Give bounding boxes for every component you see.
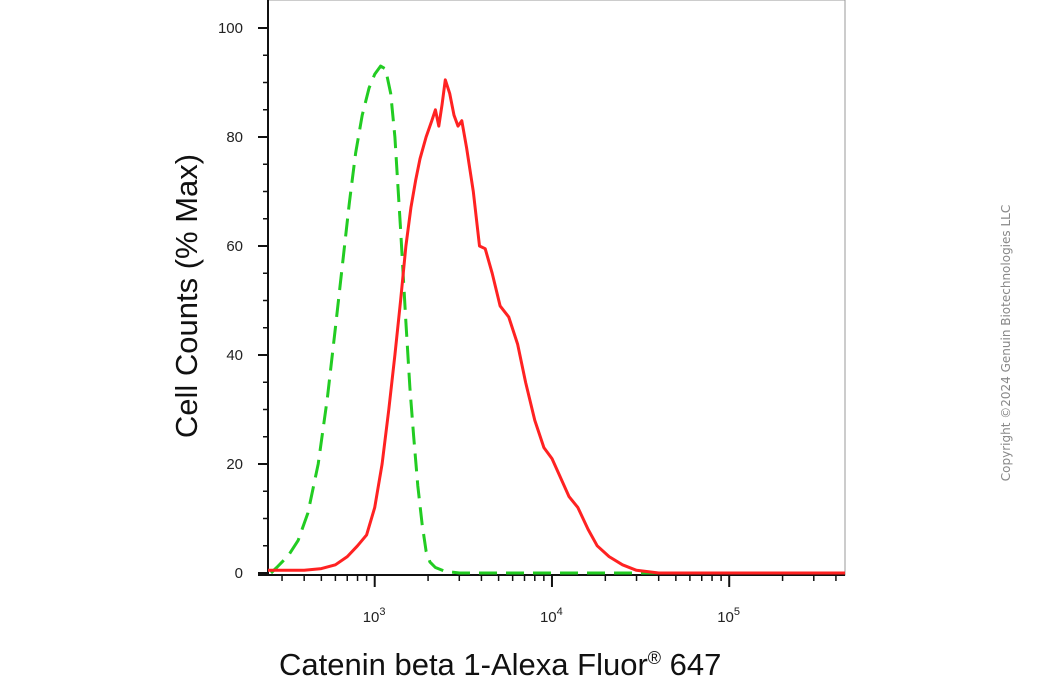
y-axis: 0 20 40 60 80 100 (218, 0, 269, 582)
x-axis-title-suffix: 647 (661, 647, 721, 682)
series-line-sample (268, 78, 845, 575)
y-tick-label: 20 (226, 456, 243, 473)
x-axis-title-superscript: ® (648, 648, 661, 668)
y-tick-label: 80 (226, 129, 243, 146)
x-tick-label: 103 (363, 606, 386, 626)
series-line-control (269, 64, 845, 575)
copyright-watermark: Copyright ©2024 Genuin Biotechnologies L… (999, 205, 1013, 481)
plot-frame (267, 0, 846, 576)
series-layer (268, 64, 845, 575)
x-axis-title: Catenin beta 1-Alexa Fluor® 647 (279, 647, 721, 682)
y-axis-title: Cell Counts (% Max) (169, 154, 204, 438)
x-axis: 103 104 105 (258, 574, 845, 626)
y-tick-label: 100 (218, 20, 243, 37)
x-tick-label: 105 (717, 606, 740, 626)
y-tick-label: 60 (226, 238, 243, 255)
y-tick-label: 0 (235, 565, 243, 582)
x-axis-title-main: Catenin beta 1-Alexa Fluor (279, 647, 648, 682)
x-tick-label: 104 (540, 606, 563, 626)
y-tick-label: 40 (226, 347, 243, 364)
